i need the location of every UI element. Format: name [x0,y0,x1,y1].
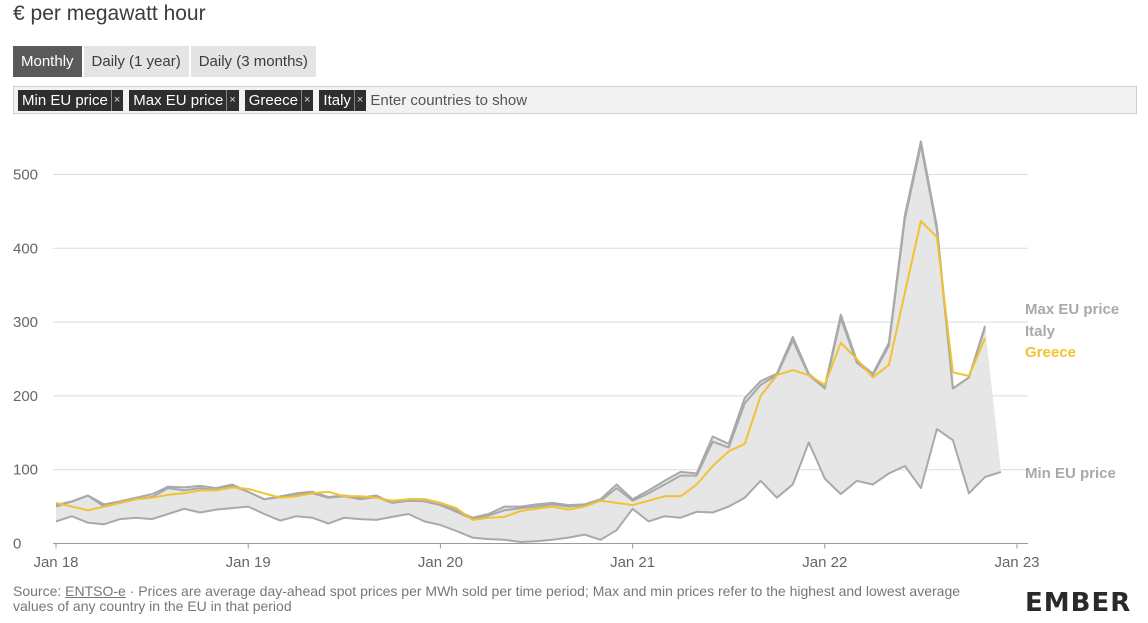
source-note: Source: ENTSO-e · Prices are average day… [13,584,973,614]
tab-monthly[interactable]: Monthly [13,46,82,77]
x-tick-label: Jan 21 [610,554,655,571]
x-tick-label: Jan 22 [802,554,847,571]
y-tick-label: 500 [13,167,38,184]
y-tick-label: 100 [13,462,38,479]
x-tick-label: Jan 23 [994,554,1039,571]
label-min-eu-price: Min EU price [1025,465,1116,482]
country-filter[interactable]: Min EU price × Max EU price × Greece × Ital… [13,86,1137,114]
ember-logo: EMBER [1025,588,1132,618]
label-greece: Greece [1025,344,1076,361]
label-max-eu-price: Max EU price [1025,301,1119,318]
chart-title: € per megawatt hour [13,2,206,25]
x-tick-label: Jan 19 [226,554,271,571]
series-line-min-eu-price [55,428,1002,543]
y-tick-label: 200 [13,388,38,405]
chip-label: Min EU price [22,91,108,109]
x-tick-label: Jan 20 [418,554,463,571]
source-prefix: Source: [13,583,66,599]
tab-daily-1-year[interactable]: Daily (1 year) [83,46,189,77]
chip-min-eu-price: Min EU price × [18,89,124,111]
label-italy: Italy [1025,323,1056,340]
chip-label: Italy [323,91,351,109]
series-line-greece [55,220,986,521]
source-link[interactable]: ENTSO-e [65,583,126,599]
y-tick-label: 400 [13,240,38,257]
min-max-band [56,141,1001,543]
period-tabs: Monthly Daily (1 year) Daily (3 months) [13,46,316,77]
chip-max-eu-price: Max EU price × [129,89,239,111]
y-tick-label: 0 [13,536,21,553]
source-text: · Prices are average day-ahead spot pric… [13,583,961,614]
remove-icon[interactable]: × [300,89,310,111]
tab-daily-3-months[interactable]: Daily (3 months) [190,46,316,77]
chip-label: Greece [248,91,298,109]
remove-icon[interactable]: × [110,89,120,111]
y-tick-label: 300 [13,314,38,331]
chip-label: Max EU price [133,91,224,109]
chip-italy: Italy × [319,89,367,111]
remove-icon[interactable]: × [353,89,363,111]
remove-icon[interactable]: × [226,89,236,111]
x-tick-label: Jan 18 [33,554,78,571]
country-search-input[interactable] [370,91,671,109]
chip-greece: Greece × [244,89,314,111]
